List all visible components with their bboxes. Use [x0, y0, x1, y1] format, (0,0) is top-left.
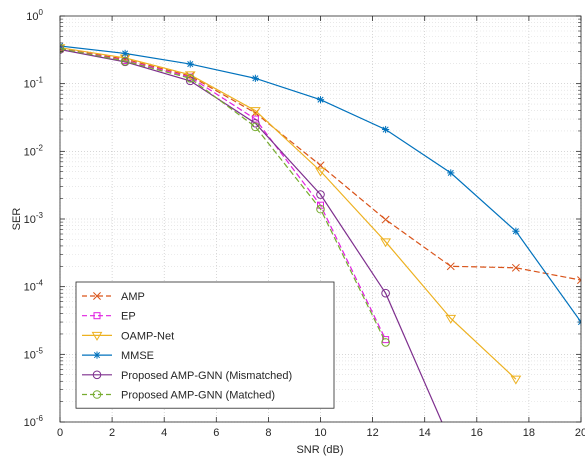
- data-point: [251, 118, 260, 128]
- data-point: [316, 204, 325, 214]
- legend-label: Proposed AMP-GNN (Mismatched): [121, 370, 292, 382]
- x-tick-label: 14: [419, 427, 431, 439]
- data-point: [382, 125, 390, 134]
- legend-label: MMSE: [121, 350, 154, 362]
- data-point: [251, 122, 260, 132]
- data-point: [380, 238, 392, 248]
- x-tick-label: 2: [109, 427, 115, 439]
- data-point: [316, 190, 325, 199]
- data-point: [445, 314, 457, 324]
- y-axis-label: SER: [11, 208, 23, 231]
- x-tick-label: 0: [57, 427, 63, 439]
- legend-entry: Proposed AMP-GNN (Mismatched): [82, 370, 292, 382]
- y-tick-label: 10-6: [24, 414, 44, 429]
- data-point: [186, 60, 194, 68]
- x-tick-label: 6: [213, 427, 219, 439]
- legend-label: EP: [121, 311, 136, 323]
- x-tick-label: 16: [471, 427, 483, 439]
- data-point: [315, 167, 326, 177]
- legend-entry: Proposed AMP-GNN (Matched): [82, 390, 275, 402]
- data-point: [121, 49, 129, 58]
- legend-label: Proposed AMP-GNN (Matched): [121, 390, 275, 402]
- axis-ticks: 0 2 4 6 8 10 12 14 16 18 20 10-6 10-5 10-4 10-3 10-2 10-…: [24, 8, 585, 439]
- legend-entry: MMSE: [82, 350, 154, 362]
- data-point: [447, 169, 455, 177]
- data-point: [510, 375, 522, 385]
- y-tick-label: 10-1: [24, 76, 44, 91]
- y-tick-label: 10-3: [24, 211, 44, 226]
- y-tick-label: 10-4: [24, 279, 44, 294]
- x-tick-label: 10: [314, 427, 326, 439]
- legend-entry: EP: [82, 311, 136, 323]
- x-tick-label: 8: [265, 427, 271, 439]
- y-tick-label: 100: [26, 8, 43, 23]
- y-tick-label: 10-2: [24, 143, 44, 158]
- legend-marker: [93, 351, 101, 359]
- data-point: [511, 263, 520, 272]
- data-point: [577, 276, 581, 285]
- legend-marker: [91, 331, 103, 341]
- legend-marker: [93, 312, 101, 320]
- series-line: [60, 47, 517, 380]
- data-point: [446, 262, 455, 271]
- series-layer: [60, 42, 581, 447]
- legend-marker: [92, 370, 102, 380]
- legend-entry: OAMP-Net: [82, 330, 174, 342]
- data-point: [381, 288, 390, 298]
- data-point: [251, 74, 259, 82]
- x-tick-label: 12: [366, 427, 378, 439]
- data-point: [381, 338, 390, 347]
- series-3: [60, 42, 581, 326]
- data-point: [249, 107, 261, 117]
- x-axis-label: SNR (dB): [296, 444, 343, 456]
- series-line: [60, 47, 387, 343]
- x-tick-label: 4: [161, 427, 167, 439]
- x-tick-label: 20: [575, 427, 585, 439]
- legend-marker: [92, 390, 102, 399]
- data-point: [381, 215, 390, 224]
- legend-label: OAMP-Net: [121, 330, 174, 342]
- legend-label: AMP: [121, 291, 145, 303]
- data-point: [120, 56, 130, 66]
- legend-box: [75, 281, 335, 409]
- legend: AMP EP OAMP-Net MMSE Proposed AMP-GNN (Misma…: [75, 281, 335, 409]
- y-tick-label: 10-5: [24, 346, 44, 361]
- data-point: [316, 96, 325, 104]
- data-point: [185, 74, 195, 83]
- x-tick-label: 18: [523, 427, 535, 439]
- data-point: [512, 227, 520, 235]
- data-point: [447, 439, 455, 447]
- legend-entry: AMP: [82, 291, 145, 303]
- legend-marker: [93, 292, 101, 300]
